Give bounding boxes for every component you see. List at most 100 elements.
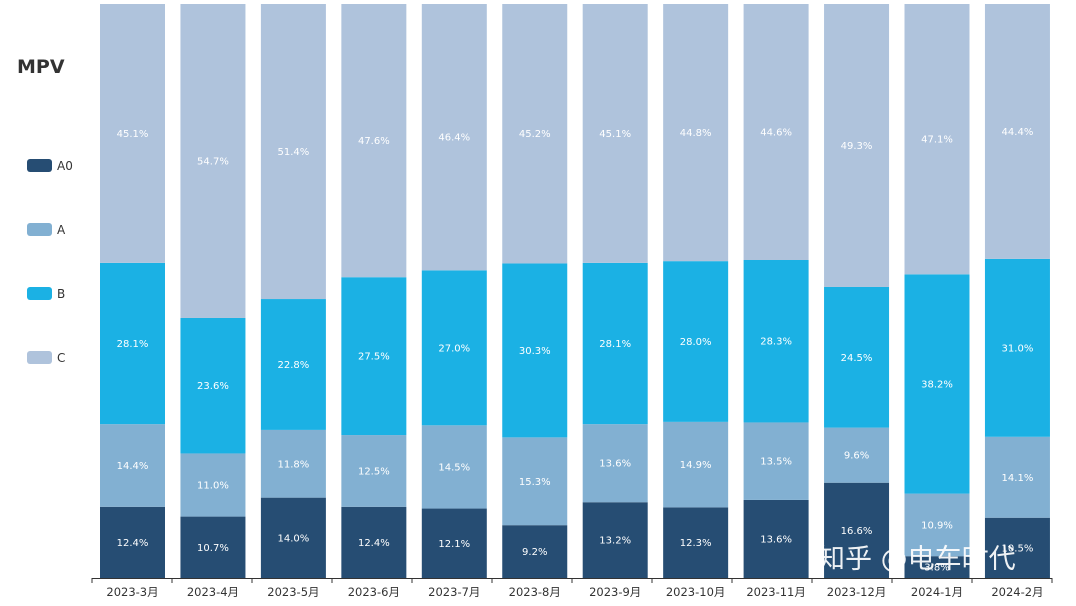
data-label-b-2: 23.6% — [197, 381, 229, 392]
bar-segment-c-8 — [663, 4, 729, 262]
x-tick-label-12: 2024-2月 — [991, 585, 1043, 599]
x-tick-label-8: 2023-10月 — [666, 585, 726, 599]
bars-group: 12.4% 14.4% 28.1% 45.1% 10.7% 11.0% 23.6% 54.7%… — [100, 4, 1050, 578]
legend-swatch-a — [27, 223, 52, 236]
bar-segment-c-4 — [341, 4, 407, 278]
data-label-c-5: 46.4% — [438, 133, 470, 144]
bar-segment-a0-4 — [341, 506, 407, 578]
bar-segment-a0-6 — [502, 525, 568, 578]
bar-segment-b-1 — [100, 262, 165, 425]
data-label-b-4: 27.5% — [358, 352, 390, 363]
data-label-a-12: 14.1% — [1002, 473, 1034, 484]
bar-segment-a-5 — [421, 425, 487, 509]
bar-segment-c-7 — [582, 4, 648, 263]
bar-segment-a-1 — [100, 424, 165, 507]
bar-segment-b-3 — [260, 299, 326, 430]
bar-segment-c-1 — [100, 4, 165, 263]
bar-segment-b-6 — [502, 263, 568, 438]
data-label-a-5: 14.5% — [438, 462, 470, 473]
bar-segment-b-10 — [824, 286, 890, 428]
data-label-a0-6: 9.2% — [522, 547, 547, 558]
bar-segment-c-11 — [904, 4, 970, 275]
data-label-b-12: 31.0% — [1002, 343, 1034, 354]
bar-segment-a0-9 — [743, 499, 809, 578]
bar-segment-c-12 — [984, 4, 1050, 259]
x-axis: 2023-3月 2023-4月 2023-5月 2023-6月 2023-7月 2023-… — [91, 578, 1053, 599]
legend-swatch-c — [27, 351, 52, 364]
data-label-a-2: 11.0% — [197, 481, 229, 492]
data-label-b-10: 24.5% — [841, 353, 873, 364]
bar-segment-a-10 — [824, 427, 890, 483]
bar-segment-a0-12 — [984, 517, 1050, 578]
data-label-a0-8: 12.3% — [680, 538, 712, 549]
bar-segment-a-9 — [743, 422, 809, 500]
chart-title: MPV — [17, 56, 65, 78]
bar-segment-c-5 — [421, 4, 487, 271]
data-label-c-7: 45.1% — [599, 129, 631, 140]
legend-swatch-b — [27, 287, 52, 300]
bar-segment-a-7 — [582, 424, 648, 503]
legend: A0 A B C — [27, 159, 73, 365]
data-label-b-3: 22.8% — [278, 360, 310, 371]
data-label-a-6: 15.3% — [519, 477, 551, 488]
bar-segment-a-8 — [663, 421, 729, 508]
data-label-c-1: 45.1% — [117, 129, 149, 140]
bar-segment-c-10 — [824, 4, 890, 287]
data-label-b-6: 30.3% — [519, 346, 551, 357]
data-label-a0-11: 3.8% — [924, 563, 949, 574]
x-tick-label-11: 2024-1月 — [911, 585, 963, 599]
bar-segment-a-2 — [180, 453, 246, 517]
data-label-a0-7: 13.2% — [599, 536, 631, 547]
bar-segment-c-2 — [180, 4, 246, 318]
bar-segment-c-3 — [260, 4, 326, 300]
data-label-a0-9: 13.6% — [760, 534, 792, 545]
x-tick-label-5: 2023-7月 — [428, 585, 480, 599]
data-label-a0-12: 10.5% — [1002, 543, 1034, 554]
bar-segment-b-7 — [582, 262, 648, 425]
data-label-c-6: 45.2% — [519, 129, 551, 140]
x-tick-label-2: 2023-4月 — [187, 585, 239, 599]
bar-segment-a-12 — [984, 436, 1050, 518]
data-label-a0-3: 14.0% — [278, 533, 310, 544]
data-label-c-3: 51.4% — [278, 147, 310, 158]
data-label-c-2: 54.7% — [197, 156, 229, 167]
data-label-a-9: 13.5% — [760, 457, 792, 468]
data-label-a-10: 9.6% — [844, 451, 869, 462]
data-label-a0-5: 12.1% — [438, 539, 470, 550]
x-tick-label-10: 2023-12月 — [827, 585, 887, 599]
data-label-a0-10: 16.6% — [841, 526, 873, 537]
data-label-a-1: 14.4% — [117, 461, 149, 472]
data-label-b-11: 38.2% — [921, 379, 953, 390]
data-label-a0-4: 12.4% — [358, 538, 390, 549]
legend-label-b: B — [57, 287, 65, 301]
x-tick-label-4: 2023-6月 — [348, 585, 400, 599]
bar-segment-a0-1 — [100, 506, 165, 578]
x-tick-label-7: 2023-9月 — [589, 585, 641, 599]
data-label-c-9: 44.6% — [760, 128, 792, 139]
bar-segment-a-11 — [904, 493, 970, 557]
data-label-a-8: 14.9% — [680, 460, 712, 471]
data-label-a0-2: 10.7% — [197, 543, 229, 554]
x-tick-label-9: 2023-11月 — [746, 585, 806, 599]
x-tick-label-3: 2023-5月 — [267, 585, 319, 599]
bar-segment-a0-3 — [260, 497, 326, 578]
data-label-c-8: 44.8% — [680, 128, 712, 139]
data-label-b-9: 28.3% — [760, 337, 792, 348]
data-label-b-7: 28.1% — [599, 339, 631, 350]
data-label-c-10: 49.3% — [841, 141, 873, 152]
legend-swatch-a0 — [27, 159, 52, 172]
bar-segment-a-3 — [260, 429, 326, 498]
data-label-a-3: 11.8% — [278, 459, 310, 470]
data-label-a-11: 10.9% — [921, 520, 953, 531]
bar-segment-a0-10 — [824, 482, 890, 578]
x-tick-label-1: 2023-3月 — [106, 585, 158, 599]
bar-segment-a0-5 — [421, 508, 487, 578]
bar-segment-b-2 — [180, 317, 246, 454]
data-label-c-4: 47.6% — [358, 136, 390, 147]
legend-label-a0: A0 — [57, 159, 73, 173]
bar-segment-a-4 — [341, 435, 407, 507]
data-label-b-8: 28.0% — [680, 337, 712, 348]
data-label-a-4: 12.5% — [358, 466, 390, 477]
bar-segment-b-11 — [904, 274, 970, 494]
